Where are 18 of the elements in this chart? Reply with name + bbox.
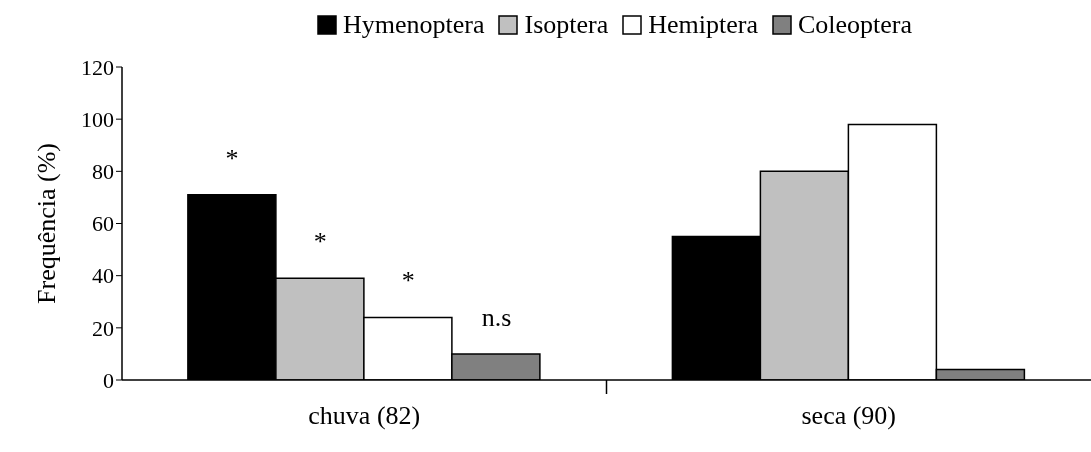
y-tick-label: 60 <box>92 211 114 237</box>
annotation: * <box>225 143 239 173</box>
annotation: * <box>401 266 415 296</box>
legend-label: Isoptera <box>524 10 609 40</box>
y-tick-label: 100 <box>81 106 114 132</box>
legend-label: Coleoptera <box>797 10 913 40</box>
y-tick-label: 80 <box>92 159 114 185</box>
y-axis-title: Frequência (%) <box>32 143 62 304</box>
x-tick-label: chuva (82) <box>308 401 421 430</box>
annotation: n.s <box>481 302 512 332</box>
y-tick-label: 40 <box>92 263 114 289</box>
annotation: * <box>313 227 327 257</box>
legend-label: Hemiptera <box>648 10 758 40</box>
y-tick-label: 120 <box>81 54 114 80</box>
y-tick-label: 0 <box>103 367 114 393</box>
x-tick-label: seca (90) <box>801 401 897 430</box>
legend-label: Hymenoptera <box>342 10 485 40</box>
y-tick-label: 20 <box>92 315 114 341</box>
